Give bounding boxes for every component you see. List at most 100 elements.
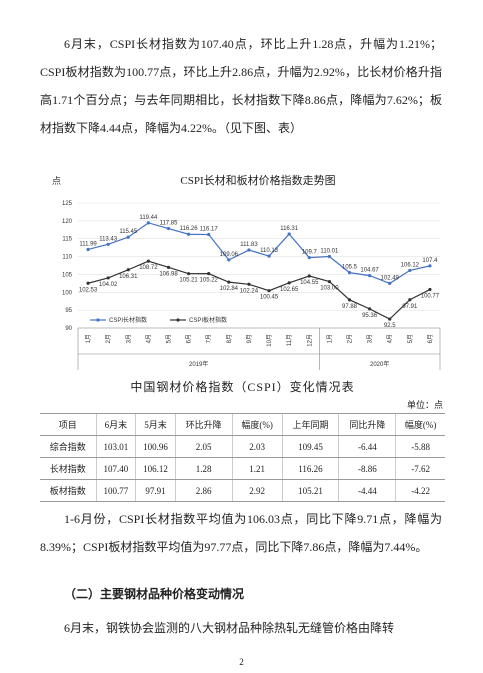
table-row: 板材指数 100.77 97.91 2.86 2.92 105.21 -4.44 -4.22 [40, 479, 445, 502]
data-point [388, 281, 392, 285]
data-label: 102.24 [240, 288, 259, 294]
table-title: 中国钢材价格指数（CSPI）变化情况表 [130, 380, 355, 394]
table-cell: 107.40 [95, 457, 136, 480]
data-point [126, 268, 130, 272]
table-cell: 109.45 [281, 435, 339, 458]
data-point [307, 274, 311, 278]
data-point [347, 298, 352, 302]
data-point [106, 242, 110, 246]
table-cell: 1.28 [174, 457, 233, 480]
x-tick-label: 3月 [367, 334, 374, 343]
data-label: 105.5 [342, 265, 358, 271]
y-tick-label: 105 [62, 272, 73, 278]
x-tick-label: 1月 [85, 334, 92, 343]
data-point [428, 287, 432, 292]
data-point [287, 281, 291, 285]
table-cell: 幅度(%) [395, 413, 445, 436]
table-cell: 2.03 [231, 435, 283, 458]
data-label: 100.77 [421, 294, 440, 300]
table-row: 项目 6月末 5月末 环比升降 幅度(%) 上年同期 同比升降 幅度(%) [40, 413, 445, 436]
data-point [368, 307, 372, 311]
chart-title: CSPI长材和板材价格指数走势图 [180, 173, 335, 187]
data-label: 116.26 [180, 226, 199, 232]
y-tick-label: 125 [62, 201, 73, 207]
data-point [247, 248, 251, 252]
data-label: 97.88 [342, 304, 358, 310]
data-label: 102.53 [79, 287, 98, 293]
table-cell: 上年同期 [281, 413, 339, 436]
data-label: 106.31 [119, 274, 138, 280]
y-tick-label: 115 [62, 237, 72, 243]
data-point [166, 265, 171, 269]
x-tick-label: 8月 [226, 334, 233, 343]
data-label: 109.7 [302, 250, 318, 256]
legend-marker [96, 318, 100, 322]
table-cell: -5.88 [395, 435, 445, 458]
data-point [146, 221, 150, 225]
x-tick-label: 6月 [427, 334, 434, 343]
data-label: 102.65 [280, 287, 299, 293]
data-point [347, 271, 352, 275]
data-point [187, 272, 191, 276]
table-cell: 116.26 [281, 457, 339, 480]
x-tick-label: 5月 [407, 334, 414, 343]
data-label: 104.67 [360, 268, 379, 274]
data-label: 117.85 [160, 221, 179, 227]
data-point [166, 226, 171, 231]
x-tick-label: 5月 [166, 334, 173, 343]
data-point [287, 232, 291, 236]
data-point [106, 276, 110, 280]
x-tick-label: 11月 [286, 334, 293, 346]
table-cell: 长材指数 [40, 457, 97, 480]
table-cell: 板材指数 [40, 479, 97, 502]
data-label: 113.43 [99, 236, 118, 242]
series-line [87, 260, 431, 320]
data-label: 107.4 [422, 258, 438, 264]
legend-label: CSPI板材指数 [189, 316, 227, 324]
x-tick-label: 2月 [105, 334, 112, 343]
data-point [368, 274, 372, 278]
y-tick-label: 110 [62, 255, 72, 261]
table: 项目 6月末 5月末 环比升降 幅度(%) 上年同期 同比升降 幅度(%) 综合指数 103.01… [40, 413, 445, 502]
paragraph: 6月末，钢铁协会监测的八大钢材品种除热轧无缝管价格由降转 [64, 621, 395, 635]
table-cell: 2.05 [174, 435, 233, 458]
table-cell: -4.44 [338, 479, 396, 502]
table-cell: 项目 [40, 413, 97, 436]
data-point [267, 289, 271, 293]
data-point [247, 282, 251, 286]
data-label: 104.02 [99, 282, 118, 288]
data-point [86, 281, 90, 285]
table-cell: 100.77 [95, 479, 136, 502]
data-label: 97.91 [402, 304, 418, 310]
y-tick-label: 120 [62, 219, 73, 225]
data-label: 115.45 [119, 229, 138, 235]
table-row: 综合指数 103.01 100.96 2.05 2.03 109.45 -6.44 -5.88 [40, 435, 445, 458]
table-cell: 105.21 [281, 479, 339, 502]
data-label: 105.22 [200, 278, 219, 284]
data-label: 95.36 [362, 313, 378, 319]
table-cell: 5月末 [135, 413, 176, 436]
data-label: 105.21 [179, 278, 198, 284]
table-cell: 2.86 [174, 479, 233, 502]
table-cell: 103.01 [95, 435, 136, 458]
y-tick-label: 90 [65, 326, 72, 332]
table-cell: -6.44 [338, 435, 396, 458]
data-label: 92.5 [384, 323, 396, 329]
paragraph: 1-6月份，CSPI长材指数平均值为106.03点，同比下降9.71点，降幅为8… [40, 512, 442, 554]
table-unit: 单位：点 [406, 400, 443, 410]
x-tick-label: 1月 [326, 334, 333, 343]
data-point [408, 298, 412, 302]
data-label: 119.44 [139, 215, 158, 221]
data-point [388, 317, 392, 321]
data-label: 111.83 [240, 242, 258, 248]
x-tick-label: 10月 [266, 334, 273, 347]
table-cell: -8.86 [338, 457, 396, 480]
data-label: 110.01 [320, 249, 339, 255]
data-label: 116.17 [200, 227, 219, 233]
data-label: 100.45 [260, 295, 279, 301]
data-label: 103.00 [320, 286, 339, 292]
data-point [146, 259, 150, 263]
series-line [87, 222, 431, 285]
table-cell: 100.96 [135, 435, 176, 458]
legend-marker [176, 318, 180, 322]
